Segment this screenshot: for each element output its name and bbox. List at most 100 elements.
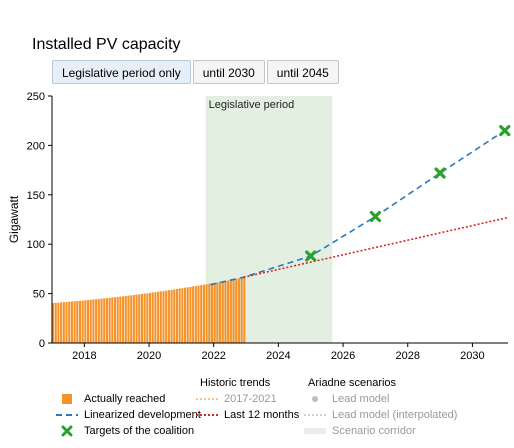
bar-actually-reached	[151, 292, 154, 343]
grey-dot-icon	[304, 395, 326, 403]
bar-actually-reached	[224, 280, 227, 343]
legend-label: Linearized development	[84, 409, 201, 421]
bar-actually-reached	[95, 299, 98, 343]
x-tick-label: 2024	[266, 350, 290, 362]
bar-actually-reached	[140, 293, 143, 343]
bar-actually-reached	[227, 280, 230, 343]
bar-actually-reached	[65, 301, 68, 343]
bar-actually-reached	[138, 294, 141, 343]
x-tick-label: 2030	[460, 350, 484, 362]
bar-actually-reached	[119, 296, 122, 343]
y-tick-label: 250	[27, 91, 45, 103]
bar-actually-reached	[200, 285, 203, 343]
legend-item-2017-2021[interactable]: 2017-2021	[196, 391, 299, 407]
bar-actually-reached	[186, 287, 189, 343]
legend-item-last-12-months[interactable]: Last 12 months	[196, 407, 299, 423]
bar-actually-reached	[210, 283, 214, 343]
orange-dotted-line-icon	[196, 397, 218, 401]
legend-item-lead-model[interactable]: Lead model	[304, 391, 457, 407]
legend-item-actually-reached[interactable]: Actually reached	[56, 391, 201, 407]
bar-actually-reached	[84, 300, 87, 343]
bar-actually-reached	[73, 301, 76, 343]
legend-col-historic: Historic trends 2017-2021 Last 12 months	[196, 375, 299, 423]
bar-actually-reached	[54, 302, 57, 343]
legend-label: Lead model (interpolated)	[332, 409, 458, 421]
bar-actually-reached	[52, 302, 55, 343]
bar-actually-reached	[237, 278, 240, 343]
legend-item-scenario-corridor[interactable]: Scenario corridor	[304, 423, 457, 439]
bar-actually-reached	[213, 282, 216, 343]
legislative-period-region	[205, 96, 333, 343]
bar-actually-reached	[111, 297, 114, 343]
bar-actually-reached	[189, 286, 192, 343]
bar-actually-reached	[240, 277, 243, 343]
bar-actually-reached	[165, 290, 168, 343]
bar-actually-reached	[162, 290, 165, 343]
bar-actually-reached	[97, 298, 100, 343]
bar-actually-reached	[235, 278, 238, 343]
bar-actually-reached	[122, 296, 125, 343]
x-tick-label: 2020	[137, 350, 161, 362]
bar-actually-reached	[221, 281, 224, 343]
x-tick-label: 2028	[396, 350, 420, 362]
bar-actually-reached	[178, 288, 181, 343]
legend-label: Lead model	[332, 393, 390, 405]
legend-col-ariadne: Ariadne scenarios Lead model Lead model …	[304, 375, 457, 439]
bar-actually-reached	[68, 301, 71, 343]
linearized-development-line	[210, 129, 506, 286]
range-button-group: Legislative period only until 2030 until…	[52, 60, 339, 84]
bar-actually-reached	[89, 299, 92, 343]
bar-actually-reached	[216, 282, 219, 343]
last-12-months-line	[243, 216, 509, 279]
bar-actually-reached	[154, 292, 157, 343]
bar-actually-reached	[62, 302, 65, 343]
legend-item-linearized[interactable]: Linearized development	[56, 407, 201, 423]
bar-actually-reached	[167, 290, 170, 343]
bar-actually-reached	[70, 301, 73, 343]
bar-actually-reached	[127, 295, 130, 343]
bar-actually-reached	[219, 281, 222, 343]
bar-actually-reached	[105, 298, 108, 343]
target-marker	[305, 250, 317, 262]
grey-dotted-line-icon	[304, 413, 326, 417]
y-tick-label: 0	[39, 338, 45, 350]
region-label: Legislative period	[209, 99, 295, 111]
bar-actually-reached	[173, 289, 176, 343]
legislative-period-button[interactable]: Legislative period only	[52, 60, 191, 84]
bar-actually-reached	[202, 284, 205, 343]
bar-actually-reached	[181, 288, 184, 343]
until-2030-button[interactable]: until 2030	[192, 60, 265, 84]
bar-actually-reached	[143, 293, 146, 343]
legend-heading-ariadne: Ariadne scenarios	[308, 377, 397, 389]
bar-actually-reached	[57, 302, 60, 343]
legend-item-lead-model-interpolated[interactable]: Lead model (interpolated)	[304, 407, 457, 423]
legend-label: Actually reached	[84, 393, 166, 405]
bar-actually-reached	[81, 300, 84, 343]
bar-actually-reached	[148, 292, 152, 343]
bar-actually-reached	[157, 291, 160, 343]
bar-actually-reached	[124, 295, 127, 343]
target-marker	[369, 210, 382, 223]
legend-heading-historic: Historic trends	[200, 377, 271, 389]
bar-actually-reached	[116, 296, 119, 343]
legend-col-main: Actually reached Linearized development …	[56, 375, 201, 439]
until-2045-button[interactable]: until 2045	[266, 60, 339, 84]
bar-actually-reached	[103, 298, 106, 343]
legend-label: Last 12 months	[224, 409, 300, 421]
legend-label: Targets of the coalition	[84, 425, 195, 437]
bar-actually-reached	[208, 283, 211, 343]
bar-actually-reached	[159, 291, 162, 343]
bar-actually-reached	[232, 279, 235, 343]
legend-item-targets[interactable]: Targets of the coalition	[56, 423, 201, 439]
bar-actually-reached	[184, 287, 187, 343]
bar-actually-reached	[205, 284, 208, 343]
red-dotted-line-icon	[196, 413, 218, 417]
bar-actually-reached	[175, 288, 179, 343]
y-tick-label: 100	[27, 239, 45, 251]
bar-actually-reached	[132, 294, 135, 343]
bar-actually-reached	[229, 279, 232, 343]
y-tick-label: 200	[27, 140, 45, 152]
grey-band-icon	[304, 428, 326, 434]
legend-label: 2017-2021	[224, 393, 277, 405]
green-x-icon	[56, 425, 78, 437]
